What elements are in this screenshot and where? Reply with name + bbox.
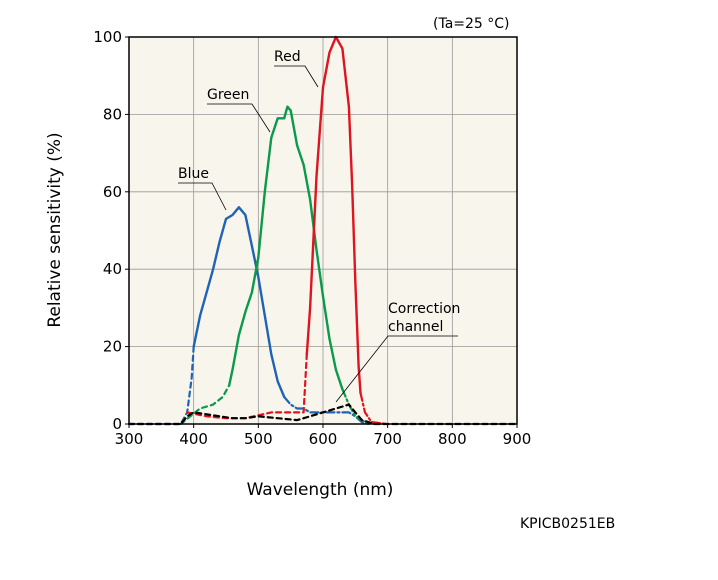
y-tick-label: 100	[93, 28, 122, 46]
y-axis-title: Relative sensitivity (%)	[45, 132, 65, 327]
series-label-green: Green	[207, 87, 249, 103]
y-tick-label: 20	[103, 338, 122, 356]
y-tick-label: 60	[103, 183, 122, 201]
x-tick-label: 600	[309, 430, 338, 448]
series-label-correction-line1: Correction	[388, 301, 460, 317]
y-tick-label: 0	[112, 415, 122, 433]
leader-correction	[335, 335, 458, 403]
tick-labels: 300 400 500 600 700 800 900 0 20 40 60 80 100	[93, 28, 531, 448]
series-label-correction-line2: channel	[388, 319, 443, 335]
x-tick-label: 700	[373, 430, 402, 448]
series-red-solid-line	[305, 35, 362, 395]
y-tick-label: 80	[103, 105, 122, 123]
series-green-dashed-line	[179, 384, 231, 426]
y-tick-label: 40	[103, 260, 122, 278]
x-tick-label: 800	[438, 430, 467, 448]
x-axis-title: Wavelength (nm)	[247, 480, 394, 500]
leader-green	[207, 103, 271, 133]
x-tick-label: 900	[503, 430, 532, 448]
series-blue-solid-line	[192, 206, 286, 399]
series-green-solid-line	[227, 105, 344, 391]
leader-red	[274, 65, 319, 88]
x-tick-label: 400	[179, 430, 208, 448]
x-tick-label: 300	[115, 430, 144, 448]
condition-label: (Ta=25 °C)	[433, 16, 510, 32]
series-label-blue: Blue	[178, 166, 209, 182]
figure-code: KPICB0251EB	[520, 516, 616, 532]
x-tick-label: 500	[244, 430, 273, 448]
curves	[127, 35, 519, 426]
series-green-dash-dot-line	[341, 388, 370, 426]
leader-blue	[178, 182, 227, 211]
series-red-dashed-line	[186, 353, 308, 420]
annotations: (Ta=25 °C) Red Green Blue Correction cha…	[45, 16, 510, 500]
series-correction-channel-dashed-line	[127, 403, 519, 426]
series-label-red: Red	[274, 49, 301, 65]
